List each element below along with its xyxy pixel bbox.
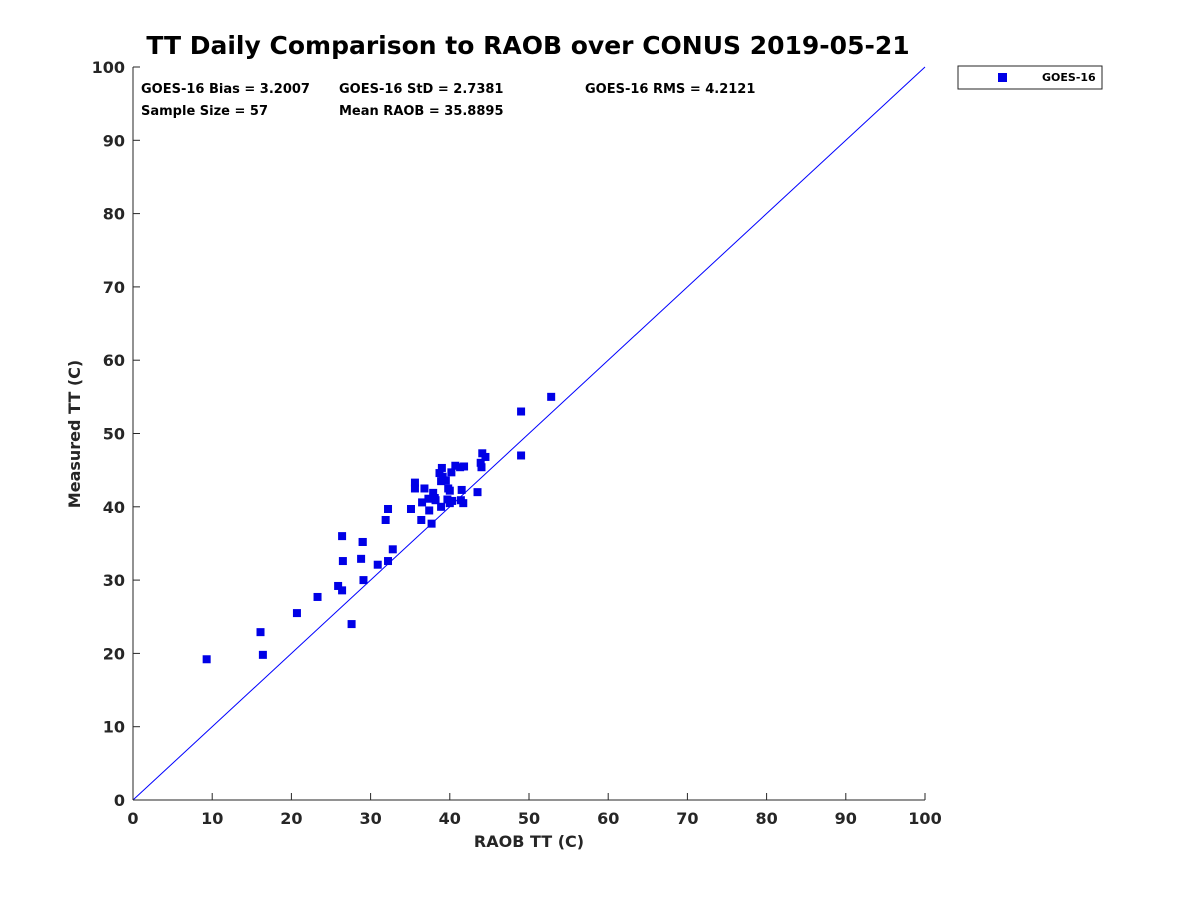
stat-annotation: GOES-16 RMS = 4.2121 <box>585 82 755 97</box>
data-point <box>547 392 556 401</box>
y-tick-label: 80 <box>103 205 125 224</box>
data-point <box>381 515 390 524</box>
one-to-one-reference-line <box>132 66 926 801</box>
y-tick-label: 50 <box>103 425 125 444</box>
stats-annotations: GOES-16 Bias = 3.2007 GOES-16 StD = 2.738… <box>141 82 755 119</box>
data-point <box>427 519 436 528</box>
chart-title: TT Daily Comparison to RAOB over CONUS 2… <box>146 31 909 60</box>
y-tick-label: 0 <box>114 791 125 810</box>
data-point <box>313 592 322 601</box>
data-point <box>447 468 456 477</box>
y-tick-label: 60 <box>103 351 125 370</box>
x-tick-label: 10 <box>201 809 223 828</box>
x-axis-label: RAOB TT (C) <box>474 832 584 851</box>
y-tick-label: 20 <box>103 644 125 663</box>
data-point <box>258 650 267 659</box>
data-point <box>388 545 397 554</box>
data-point <box>359 576 368 585</box>
stat-annotation: Mean RAOB = 35.8895 <box>339 104 504 119</box>
data-point <box>424 494 433 503</box>
data-point <box>338 532 347 541</box>
data-point <box>420 484 429 493</box>
data-point <box>476 458 485 467</box>
x-tick-label: 50 <box>518 809 540 828</box>
x-axis-ticks: 0 10 20 30 40 50 60 70 80 90 100 <box>127 793 942 828</box>
x-tick-label: 40 <box>439 809 461 828</box>
stat-annotation: GOES-16 Bias = 3.2007 <box>141 82 310 97</box>
data-point <box>417 515 426 524</box>
data-point <box>358 537 367 546</box>
x-tick-label: 30 <box>359 809 381 828</box>
x-tick-label: 80 <box>755 809 777 828</box>
legend-marker-square-icon <box>998 73 1007 82</box>
data-point <box>441 476 450 485</box>
legend-box <box>957 65 1103 90</box>
stat-annotation: Sample Size = 57 <box>141 104 268 119</box>
data-point <box>459 499 468 508</box>
x-tick-label: 20 <box>280 809 302 828</box>
data-point <box>517 407 526 416</box>
y-axis-ticks: 0 10 20 30 40 50 60 70 80 90 100 <box>92 58 140 810</box>
data-point <box>448 496 457 505</box>
data-point <box>437 477 446 486</box>
data-point <box>445 486 454 495</box>
data-point <box>373 560 382 569</box>
y-tick-label: 90 <box>103 131 125 150</box>
data-point <box>473 488 482 497</box>
data-point <box>418 498 427 507</box>
data-point <box>357 554 366 563</box>
data-point <box>477 463 486 472</box>
y-tick-label: 40 <box>103 498 125 517</box>
x-tick-label: 100 <box>908 809 941 828</box>
data-point <box>460 462 469 471</box>
data-point <box>292 609 301 618</box>
x-tick-label: 60 <box>597 809 619 828</box>
data-point <box>437 502 446 511</box>
stat-annotation: GOES-16 StD = 2.7381 <box>339 82 503 97</box>
data-point <box>437 463 446 472</box>
data-points <box>202 392 556 664</box>
data-point <box>481 452 490 461</box>
data-point <box>431 496 440 505</box>
x-tick-label: 0 <box>127 809 138 828</box>
y-axis-label: Measured TT (C) <box>65 360 84 508</box>
data-point <box>384 504 393 513</box>
data-point <box>347 620 356 629</box>
data-point <box>338 586 347 595</box>
x-tick-label: 90 <box>835 809 857 828</box>
data-point <box>429 488 438 497</box>
legend-entry-label: GOES-16 <box>1042 71 1096 84</box>
y-tick-label: 70 <box>103 278 125 297</box>
data-point <box>338 557 347 566</box>
y-tick-label: 100 <box>92 58 125 77</box>
data-point <box>457 485 466 494</box>
data-point <box>451 461 460 470</box>
legend: GOES-16 <box>957 65 1103 90</box>
data-point <box>256 628 265 637</box>
data-point <box>410 484 419 493</box>
data-point <box>334 581 343 590</box>
y-tick-label: 10 <box>103 718 125 737</box>
x-tick-label: 70 <box>676 809 698 828</box>
data-point <box>202 655 211 664</box>
data-point <box>425 506 434 515</box>
y-tick-label: 30 <box>103 571 125 590</box>
data-point <box>517 451 526 460</box>
data-point <box>406 504 415 513</box>
data-point <box>384 557 393 566</box>
data-point <box>410 478 419 487</box>
